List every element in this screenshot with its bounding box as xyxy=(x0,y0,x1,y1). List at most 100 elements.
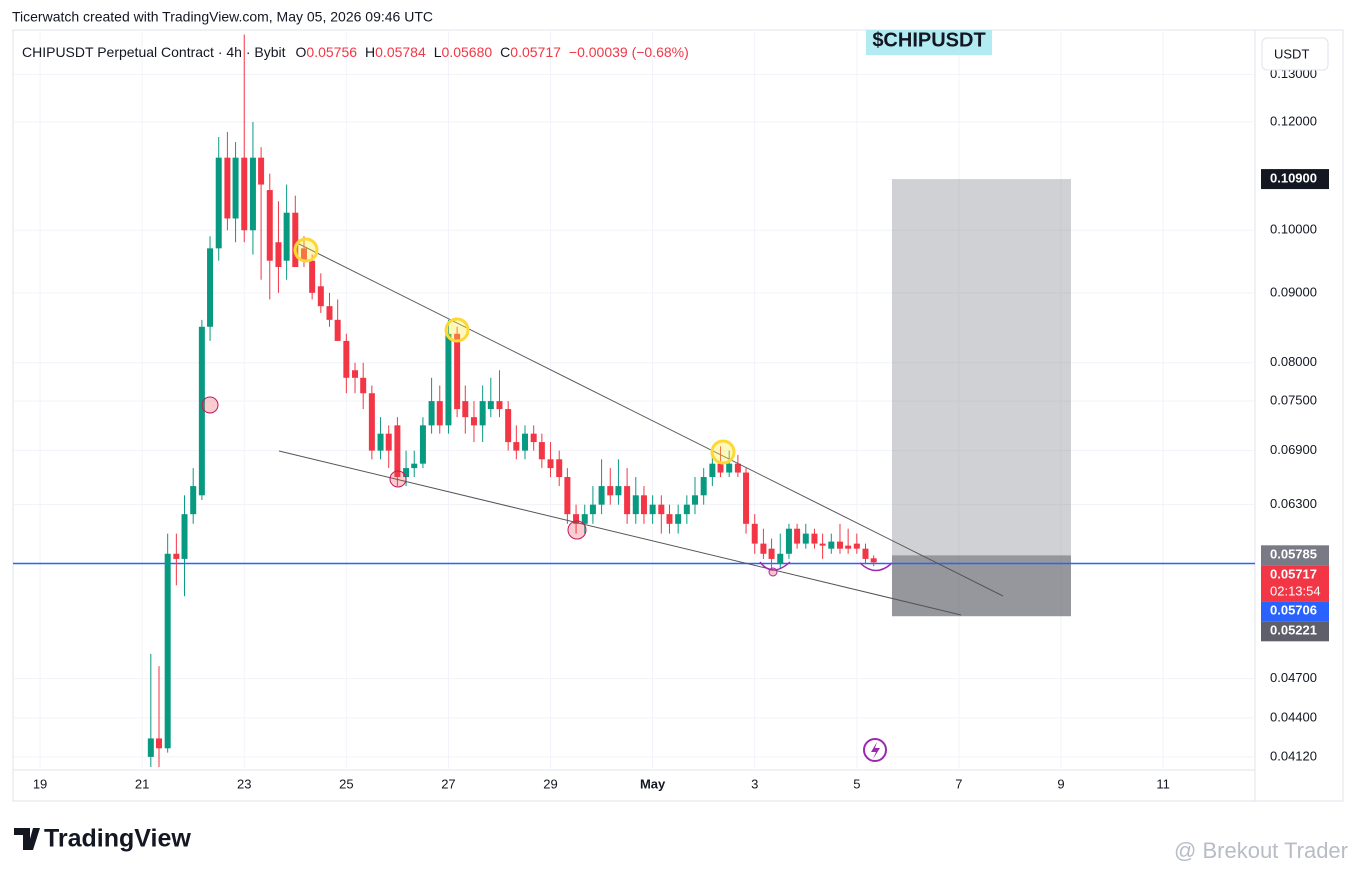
candle-body xyxy=(403,468,410,478)
x-tick-label: 7 xyxy=(955,776,962,791)
event-icon xyxy=(863,738,887,762)
candle-body xyxy=(589,504,596,515)
candle-body xyxy=(411,463,418,469)
candle-body xyxy=(734,463,741,473)
y-tick-label: 0.04120 xyxy=(1270,748,1317,763)
candle-body xyxy=(632,495,639,515)
x-tick-label: May xyxy=(640,776,666,791)
candle-body xyxy=(785,528,792,554)
candle-body xyxy=(266,190,273,261)
candle-body xyxy=(573,514,580,524)
frame xyxy=(12,29,1344,802)
candle-body xyxy=(224,157,231,219)
candle-body xyxy=(394,425,401,478)
candle-body xyxy=(683,504,690,515)
candle-body xyxy=(309,260,316,293)
event-icon-bolt xyxy=(871,742,880,759)
x-tick-label: 29 xyxy=(543,776,557,791)
candle-body xyxy=(794,528,801,544)
candle-body xyxy=(845,545,852,549)
candle-body xyxy=(436,401,443,426)
candle-body xyxy=(819,543,826,546)
change: −0.00039 (−0.68%) xyxy=(569,44,689,60)
candle-body xyxy=(249,157,256,231)
x-tick-label: 9 xyxy=(1057,776,1064,791)
x-tick-label: 19 xyxy=(33,776,47,791)
candle-body xyxy=(760,543,767,554)
candle-body xyxy=(241,157,248,231)
candle-body xyxy=(360,377,367,394)
candle-body xyxy=(419,425,426,464)
candle-body xyxy=(147,738,154,757)
price-tag-label: 0.05221 xyxy=(1270,623,1317,638)
y-tick-label: 0.12000 xyxy=(1270,113,1317,128)
candle-body xyxy=(258,157,265,185)
countdown: 02:13:54 xyxy=(1270,584,1321,599)
x-tick-label: 5 xyxy=(853,776,860,791)
candle-body xyxy=(717,463,724,473)
trend-line xyxy=(278,450,962,616)
highlight-circle xyxy=(710,439,736,465)
price-tag xyxy=(1261,621,1329,642)
watermark: @ Brekout Trader xyxy=(1174,838,1348,863)
ticker-tag: $CHIPUSDT xyxy=(872,29,985,51)
price-tag xyxy=(1261,169,1329,190)
candle-body xyxy=(607,486,614,496)
logo: TradingView xyxy=(14,825,191,853)
legend-value: 0.05680 xyxy=(442,44,493,60)
candle-body xyxy=(173,553,180,559)
candle-body xyxy=(232,157,239,219)
candle-body xyxy=(870,558,877,563)
legend-key: C xyxy=(500,44,510,60)
candle-body xyxy=(164,553,171,749)
candle-body xyxy=(658,504,665,515)
candle-body xyxy=(751,523,758,544)
candle-body xyxy=(215,157,222,249)
price-tag xyxy=(1261,545,1329,566)
arc xyxy=(859,562,893,572)
candle-body xyxy=(368,393,375,451)
candle-body xyxy=(802,533,809,544)
highlight-circle xyxy=(444,317,470,343)
candle-body xyxy=(513,442,520,451)
candle-body xyxy=(666,514,673,524)
currency[interactable]: USDT xyxy=(1274,46,1309,61)
currency-button[interactable] xyxy=(1261,37,1329,71)
candle-body xyxy=(743,472,750,524)
candle-body xyxy=(581,514,588,524)
candle-body xyxy=(317,286,324,307)
candle-body xyxy=(207,248,214,327)
symbol: CHIPUSDT Perpetual Contract · 4h · Bybit xyxy=(22,44,286,60)
candle-body xyxy=(326,306,333,320)
candle-body xyxy=(777,553,784,565)
y-tick-label: 0.06300 xyxy=(1270,496,1317,511)
legend-key: O xyxy=(296,44,307,60)
y-tick-label: 0.07500 xyxy=(1270,393,1317,408)
legend-value: 0.05756 xyxy=(306,44,357,60)
price-tag-label: 0.05717 xyxy=(1270,567,1317,582)
y-tick-label: 0.06900 xyxy=(1270,442,1317,457)
legend-value: 0.05717 xyxy=(510,44,561,60)
candle-body xyxy=(198,326,205,496)
candle-body xyxy=(530,433,537,443)
candle-body xyxy=(836,541,843,549)
candle-body xyxy=(862,548,869,559)
candle-body xyxy=(828,541,835,549)
candle-body xyxy=(479,401,486,426)
candle-body xyxy=(598,486,605,505)
candle-body xyxy=(700,477,707,496)
candle-body xyxy=(292,212,299,268)
header: CHIPUSDT Perpetual Contract · 4h · Bybit… xyxy=(22,44,689,60)
candle-body xyxy=(522,433,529,451)
y-tick-label: 0.09000 xyxy=(1270,284,1317,299)
logo-text: TradingView xyxy=(44,825,191,853)
legend-key: H xyxy=(365,44,375,60)
credit: Ticerwatch created with TradingView.com,… xyxy=(12,9,433,25)
x-tick-label: 25 xyxy=(339,776,353,791)
candle-body xyxy=(377,433,384,451)
candle-body xyxy=(675,514,682,524)
candle-body xyxy=(649,504,656,515)
x-tick-label: 23 xyxy=(237,776,251,791)
candle-body xyxy=(462,401,469,418)
